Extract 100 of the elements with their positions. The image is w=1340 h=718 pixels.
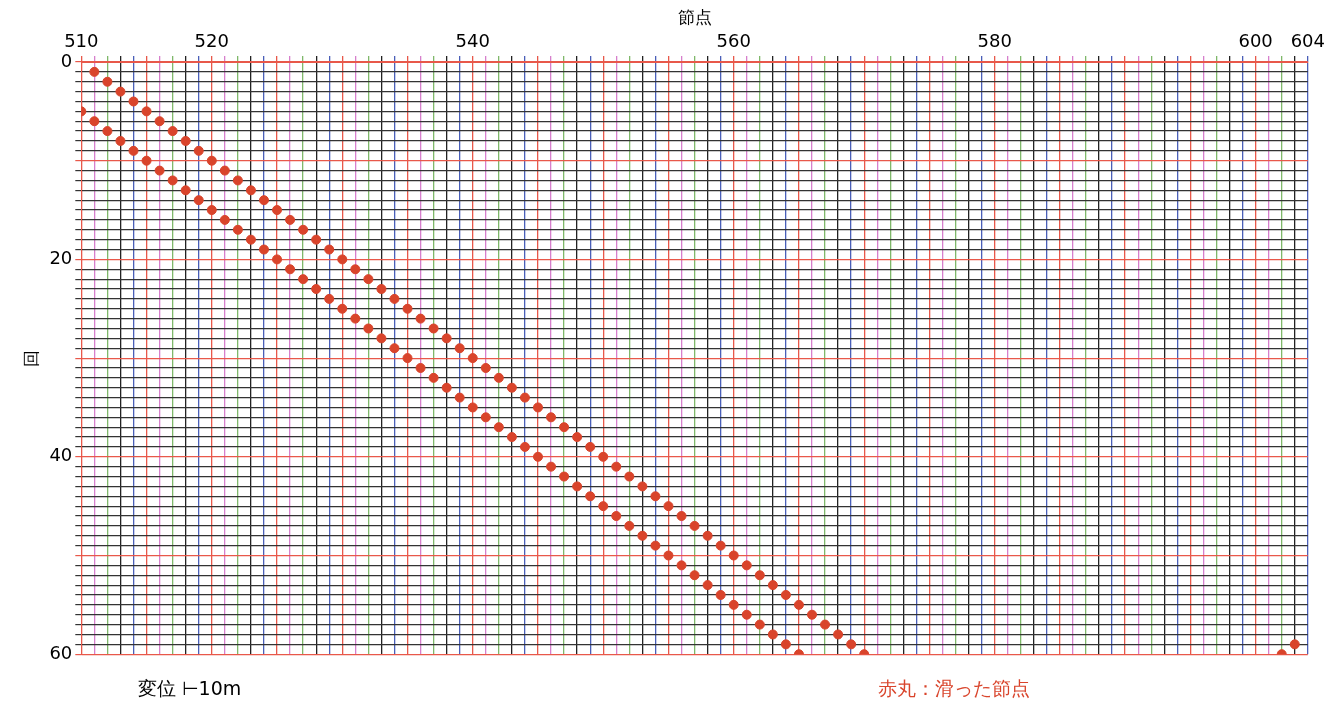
point — [154, 116, 165, 127]
x-tick-label: 520 — [194, 29, 229, 51]
point — [715, 540, 726, 551]
point — [532, 451, 543, 462]
point — [415, 313, 426, 324]
point — [676, 560, 687, 571]
point — [480, 362, 491, 373]
point — [402, 353, 413, 364]
point — [611, 461, 622, 472]
point — [585, 491, 596, 502]
point — [624, 520, 635, 531]
point — [480, 412, 491, 423]
x-tick-label: 604 — [1290, 29, 1325, 51]
point — [650, 540, 661, 551]
point — [780, 639, 791, 650]
point — [337, 254, 348, 265]
point — [193, 145, 204, 156]
point — [506, 382, 517, 393]
point — [350, 313, 361, 324]
point — [402, 303, 413, 314]
point — [115, 86, 126, 97]
y-tick-label: 20 — [49, 247, 73, 269]
point — [793, 599, 804, 610]
point — [676, 511, 687, 522]
point — [285, 214, 296, 225]
point — [454, 392, 465, 403]
point — [167, 175, 178, 186]
point — [141, 155, 152, 166]
point — [219, 165, 230, 176]
point — [754, 570, 765, 581]
point — [154, 165, 165, 176]
point — [324, 293, 335, 304]
point — [767, 629, 778, 640]
x-axis-title: 節点 — [677, 6, 712, 27]
point — [663, 550, 674, 561]
text: 赤丸：滑った節点 — [878, 676, 1030, 701]
point — [285, 264, 296, 275]
point — [363, 323, 374, 334]
text: 変位 ⊢10m — [138, 676, 242, 701]
point — [611, 511, 622, 522]
point — [728, 599, 739, 610]
point — [389, 343, 400, 354]
point — [663, 501, 674, 512]
point — [115, 135, 126, 146]
point — [350, 264, 361, 275]
point — [232, 224, 243, 235]
point — [493, 372, 504, 383]
y-axis-title: 回 — [20, 349, 41, 367]
point — [754, 619, 765, 630]
point — [337, 303, 348, 314]
point — [637, 530, 648, 541]
point — [467, 353, 478, 364]
point — [311, 284, 322, 295]
point — [102, 76, 113, 87]
point — [89, 116, 100, 127]
point — [298, 274, 309, 285]
point — [467, 402, 478, 413]
point — [232, 175, 243, 186]
point — [376, 284, 387, 295]
point — [441, 333, 452, 344]
point — [546, 412, 557, 423]
point — [258, 195, 269, 206]
point — [258, 244, 269, 255]
point — [441, 382, 452, 393]
point — [389, 293, 400, 304]
x-tick-label: 560 — [716, 29, 751, 51]
point — [702, 580, 713, 591]
x-tick-label: 540 — [455, 29, 490, 51]
point — [546, 461, 557, 472]
point — [376, 333, 387, 344]
point — [702, 530, 713, 541]
x-tick-label: 580 — [977, 29, 1012, 51]
point — [637, 481, 648, 492]
point — [741, 560, 752, 571]
point — [532, 402, 543, 413]
point — [559, 471, 570, 482]
x-tick-label: 600 — [1238, 29, 1273, 51]
point — [245, 185, 256, 196]
point — [1289, 639, 1300, 650]
y-tick-label: 40 — [49, 444, 73, 466]
point — [415, 362, 426, 373]
point — [272, 205, 283, 216]
point — [624, 471, 635, 482]
point — [324, 244, 335, 255]
point — [506, 432, 517, 443]
point — [559, 422, 570, 433]
point — [89, 66, 100, 77]
point — [519, 441, 530, 452]
point — [741, 609, 752, 620]
point — [180, 135, 191, 146]
point — [298, 224, 309, 235]
point — [219, 214, 230, 225]
y-tick-label: 0 — [60, 49, 73, 71]
point — [807, 609, 817, 620]
point — [363, 274, 374, 285]
point — [728, 550, 739, 561]
point — [572, 481, 583, 492]
point — [206, 205, 217, 216]
point — [180, 185, 191, 196]
point — [767, 580, 778, 591]
